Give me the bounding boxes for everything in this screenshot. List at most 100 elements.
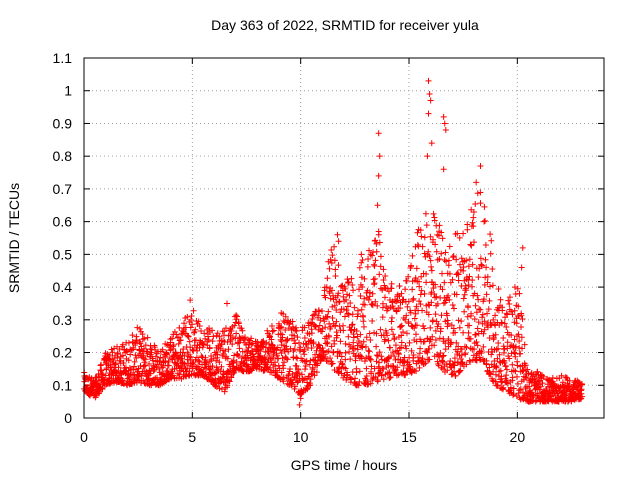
data-point <box>523 374 530 381</box>
data-point <box>372 373 379 380</box>
data-point <box>444 312 451 319</box>
y-tick-label: 0.8 <box>53 148 73 164</box>
data-point <box>543 387 550 394</box>
data-point <box>426 91 433 97</box>
data-point <box>426 253 433 260</box>
data-point <box>157 354 164 361</box>
data-point <box>362 343 369 350</box>
data-point <box>129 332 136 339</box>
data-point <box>310 339 317 346</box>
data-point <box>232 335 239 342</box>
data-point <box>336 349 343 356</box>
data-point <box>427 97 434 104</box>
data-point <box>441 279 448 286</box>
data-point <box>243 348 250 355</box>
data-point <box>425 311 432 318</box>
data-point <box>358 355 365 362</box>
data-point <box>335 238 342 245</box>
data-point <box>127 351 134 358</box>
data-point <box>454 270 461 277</box>
data-point <box>230 370 237 377</box>
data-point <box>114 350 121 357</box>
data-point <box>486 364 493 371</box>
data-point <box>287 366 294 373</box>
data-point <box>436 222 443 229</box>
data-point <box>136 347 143 354</box>
data-point <box>463 274 470 281</box>
data-point <box>413 322 420 329</box>
data-point <box>348 376 355 383</box>
data-point <box>350 339 357 346</box>
data-point <box>480 343 487 350</box>
data-point <box>370 261 377 268</box>
data-point <box>449 276 456 283</box>
data-point <box>198 327 205 334</box>
data-point <box>534 368 541 375</box>
data-point <box>141 335 148 342</box>
data-point <box>363 372 370 379</box>
data-point <box>376 359 383 366</box>
data-point <box>493 346 500 353</box>
data-point <box>388 326 395 333</box>
data-point <box>288 382 295 389</box>
data-point <box>267 348 274 355</box>
data-point <box>445 320 452 327</box>
data-point <box>478 262 485 269</box>
data-point <box>543 385 550 392</box>
data-point <box>546 392 553 399</box>
data-point <box>202 354 209 361</box>
data-point <box>502 362 509 369</box>
data-point <box>421 234 428 241</box>
data-point <box>403 345 410 352</box>
data-point <box>521 341 528 348</box>
data-point <box>468 242 475 249</box>
data-point <box>269 341 276 348</box>
data-point <box>414 229 421 236</box>
data-point <box>475 274 482 281</box>
data-point <box>282 313 289 320</box>
data-point <box>365 347 372 354</box>
data-point <box>509 361 516 368</box>
data-point <box>512 368 519 375</box>
data-point <box>361 380 368 387</box>
data-point <box>163 351 170 358</box>
data-point <box>481 218 488 225</box>
data-point <box>404 303 411 310</box>
data-point <box>423 279 430 286</box>
data-point <box>98 367 105 374</box>
data-point <box>445 292 452 299</box>
data-point <box>405 273 412 280</box>
data-point <box>450 253 457 260</box>
data-point <box>218 363 225 370</box>
data-point <box>480 296 487 303</box>
data-point <box>477 163 484 169</box>
data-point <box>489 282 496 289</box>
y-tick-label: 0.3 <box>53 312 73 328</box>
data-point <box>374 302 381 309</box>
data-point <box>356 378 363 385</box>
data-point <box>329 314 336 321</box>
data-point <box>464 226 471 233</box>
data-point <box>350 334 357 341</box>
data-point <box>507 384 514 391</box>
data-point <box>490 334 497 341</box>
data-point <box>447 357 454 364</box>
data-point <box>296 401 303 408</box>
data-point <box>506 301 513 308</box>
data-point <box>142 356 149 363</box>
data-point <box>462 350 469 357</box>
data-point <box>184 332 191 339</box>
data-point <box>413 368 420 375</box>
data-point <box>391 335 398 342</box>
data-point <box>449 302 456 309</box>
data-point <box>165 362 172 369</box>
data-point <box>498 373 505 380</box>
data-point <box>144 348 151 355</box>
data-point <box>216 359 223 366</box>
data-point <box>368 363 375 370</box>
data-point <box>500 334 507 341</box>
data-point <box>140 377 147 384</box>
data-point <box>308 330 315 337</box>
data-point <box>431 217 438 224</box>
data-point <box>360 318 367 325</box>
